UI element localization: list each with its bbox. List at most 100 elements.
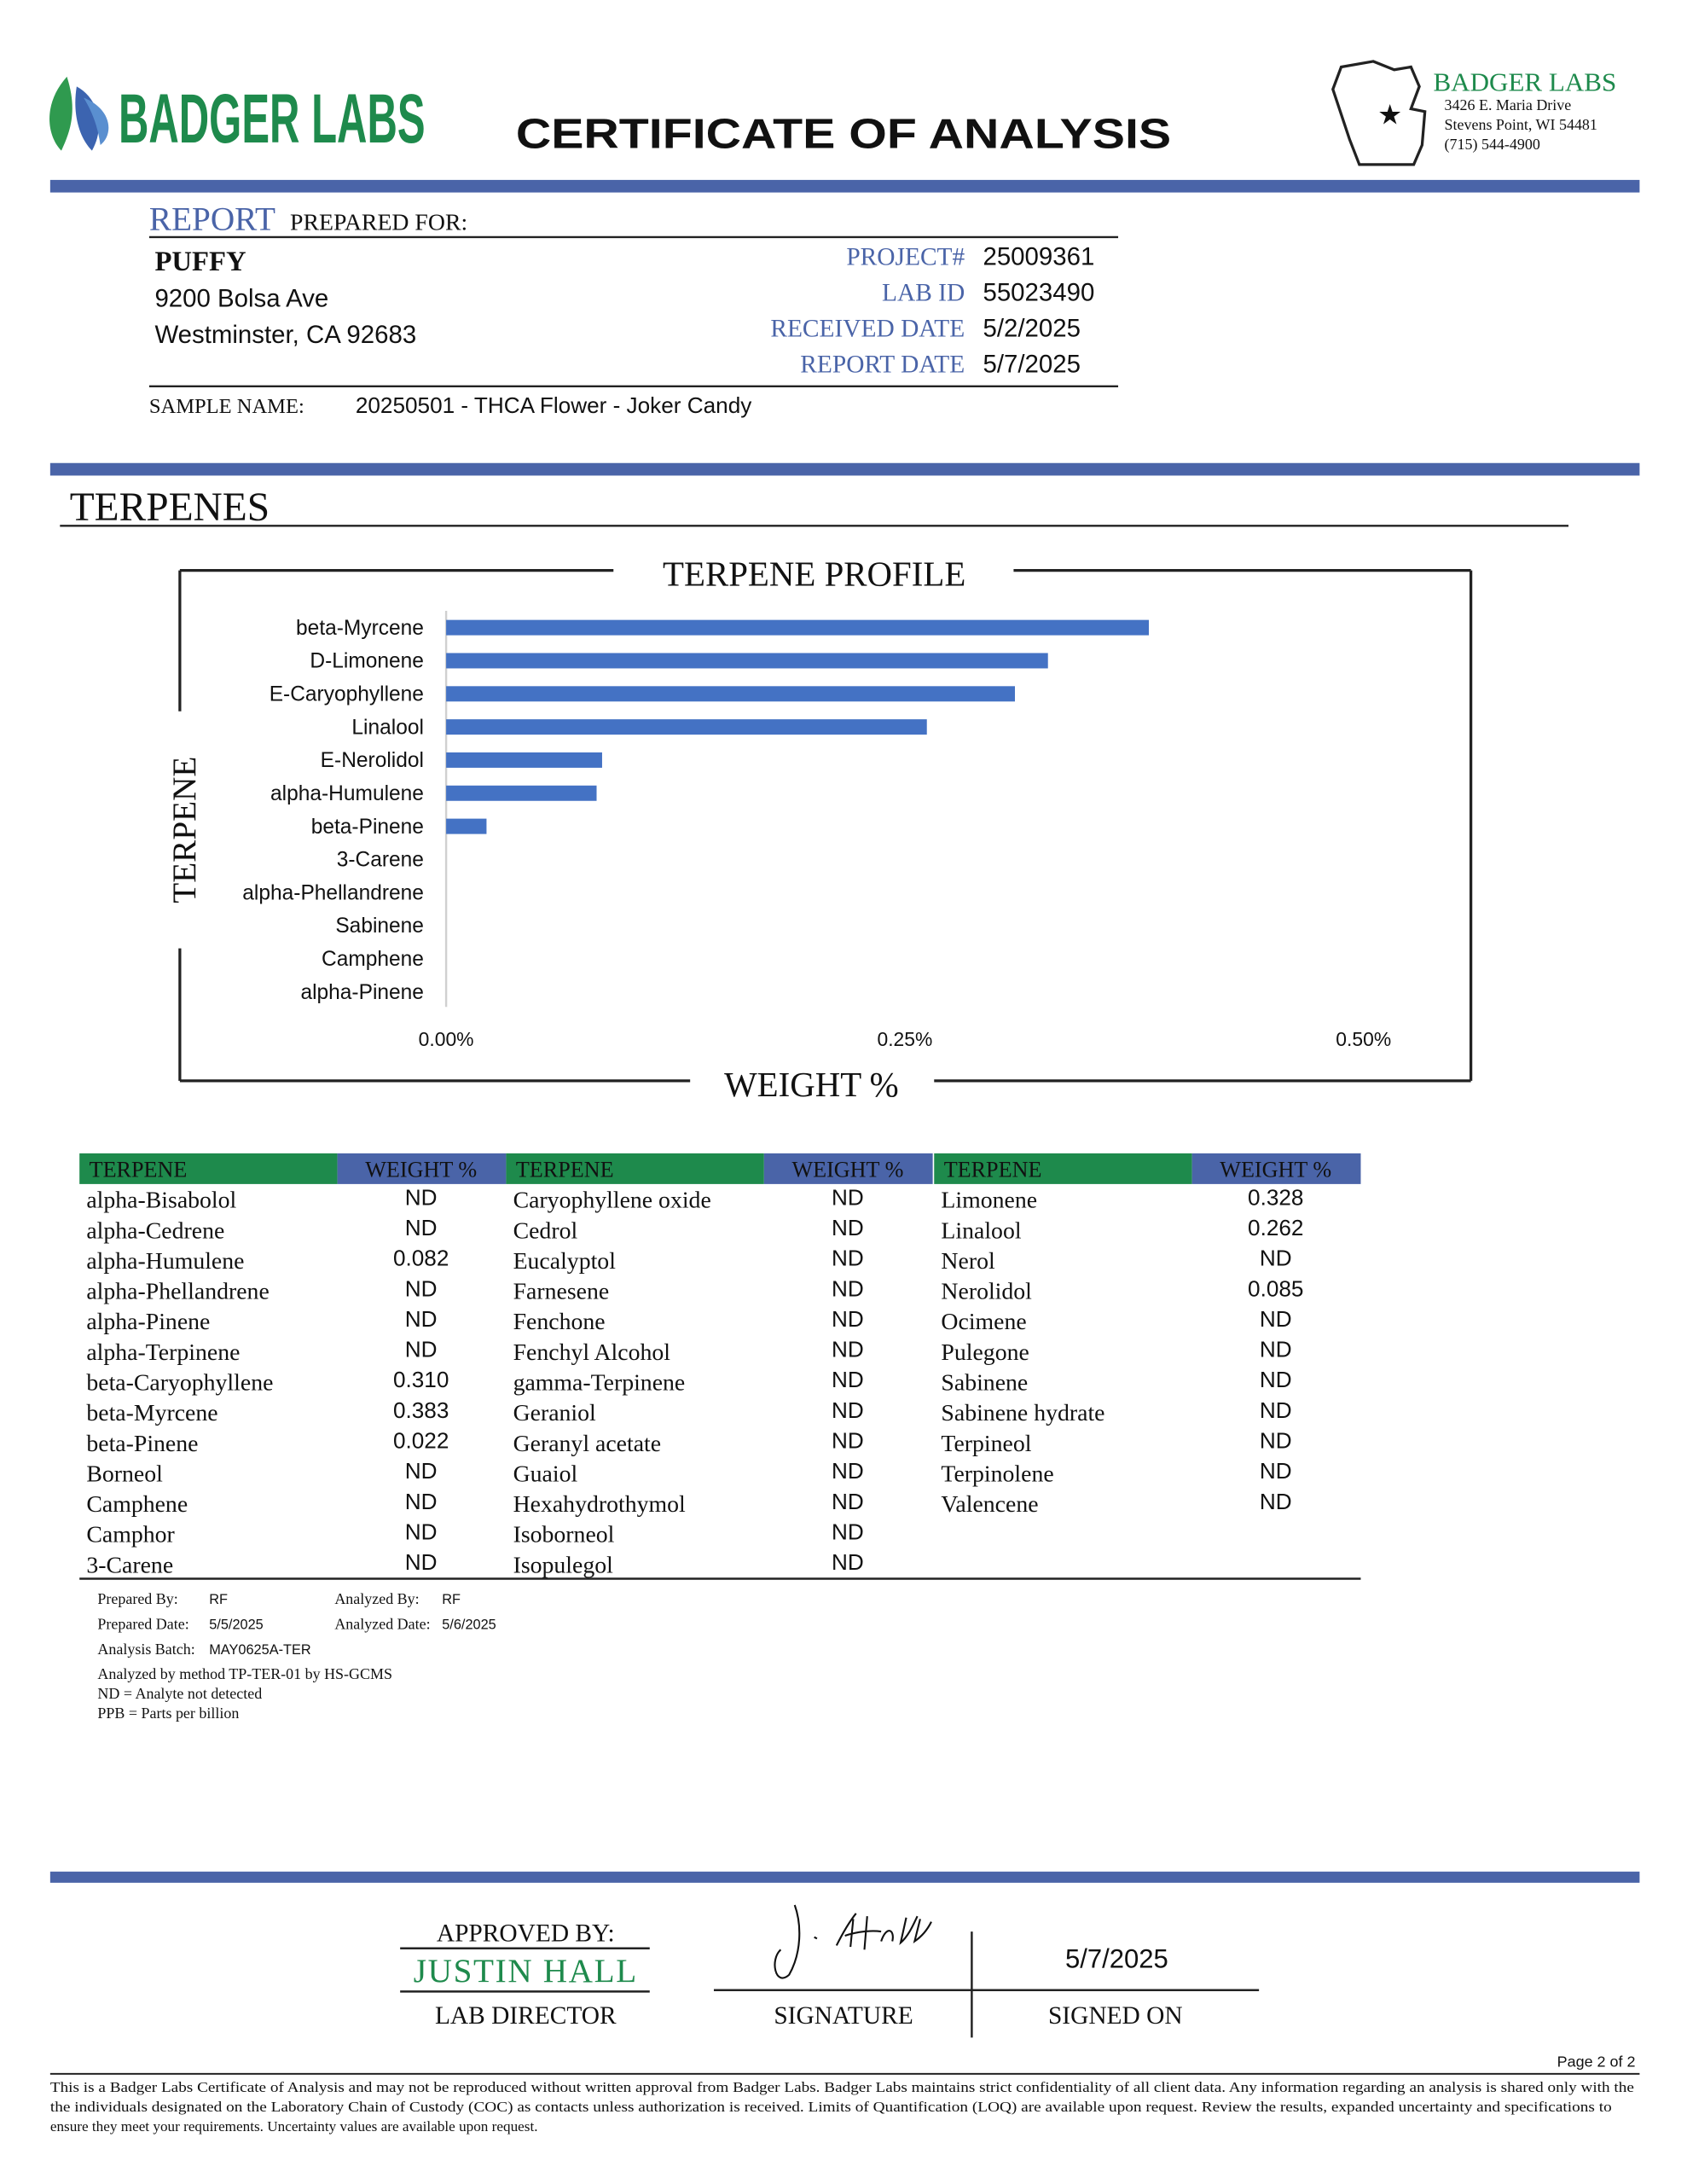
y-tick-label: beta-Pinene	[311, 816, 424, 839]
y-tick-label: beta-Myrcene	[296, 617, 424, 640]
terpene-weight: ND	[832, 1549, 864, 1575]
x-tick-label: 0.00%	[419, 1028, 474, 1050]
note: PPB = Parts per billion	[97, 1705, 239, 1722]
value: RF	[442, 1592, 461, 1607]
y-tick-label: alpha-Humulene	[270, 782, 424, 805]
y-tick-label: Linalool	[351, 716, 424, 739]
logo-text: BADGER LABS	[119, 80, 426, 158]
field-label: RECEIVED DATE	[770, 316, 965, 343]
x-axis-label: WEIGHT %	[724, 1066, 899, 1104]
terpene-name: Fenchyl Alcohol	[513, 1339, 671, 1366]
signed-date: 5/7/2025	[1065, 1944, 1168, 1974]
label: Prepared By:	[97, 1590, 177, 1607]
header-text: TERPENE	[90, 1158, 188, 1182]
terpene-name: Ocimene	[941, 1309, 1026, 1335]
terpene-weight: 0.085	[1248, 1275, 1303, 1301]
divider-bar	[49, 1871, 1640, 1883]
terpene-name: alpha-Phellandrene	[86, 1279, 269, 1305]
terpene-weight: ND	[1260, 1489, 1292, 1514]
header-text: WEIGHT %	[365, 1158, 477, 1182]
terpene-weight: ND	[832, 1306, 864, 1332]
note: Analyzed by method TP-TER-01 by HS-GCMS	[97, 1665, 392, 1682]
label: Analyzed By:	[334, 1590, 419, 1607]
chart-title: TERPENE PROFILE	[663, 555, 965, 594]
terpene-weight: ND	[1260, 1306, 1292, 1332]
field-label: REPORT DATE	[800, 351, 965, 379]
terpene-weight: ND	[405, 1489, 438, 1514]
terpene-name: Sabinene	[941, 1370, 1028, 1397]
approver-name: JUSTIN HALL	[414, 1953, 638, 1989]
value: 5/6/2025	[442, 1617, 496, 1632]
header-text: WEIGHT %	[791, 1158, 903, 1182]
terpene-weight: ND	[1260, 1246, 1292, 1271]
lab-address: (715) 544-4900	[1445, 136, 1540, 154]
y-tick-label: 3-Carene	[337, 849, 424, 872]
terpene-weight: ND	[1260, 1458, 1292, 1484]
terpene-weight: 0.328	[1248, 1184, 1303, 1210]
value: RF	[209, 1592, 228, 1607]
terpene-name: alpha-Bisabolol	[86, 1188, 236, 1214]
report-label: REPORT	[149, 201, 275, 238]
bar	[446, 752, 602, 768]
terpene-name: beta-Pinene	[86, 1431, 198, 1457]
terpene-name: Fenchone	[513, 1309, 606, 1335]
terpene-weight: ND	[832, 1337, 864, 1362]
report-label-rest: PREPARED FOR:	[290, 210, 467, 236]
header-cell	[337, 1153, 507, 1184]
report-fields: PROJECT# 25009361 LAB ID 55023490 RECEIVED D…	[770, 243, 1094, 379]
field-value: 5/2/2025	[983, 315, 1080, 343]
section-title: TERPENES	[70, 485, 270, 530]
terpene-weight: ND	[832, 1458, 864, 1484]
terpene-name: Isopulegol	[513, 1552, 614, 1578]
client-name: PUFFY	[154, 247, 246, 277]
terpene-weight: ND	[832, 1428, 864, 1454]
terpene-name: Camphor	[86, 1522, 174, 1548]
terpene-name: Geranyl acetate	[513, 1431, 662, 1457]
field-value: 25009361	[983, 243, 1094, 271]
terpene-name: Isoborneol	[513, 1522, 615, 1548]
approved-label: APPROVED BY:	[437, 1920, 615, 1948]
terpene-name: beta-Myrcene	[86, 1400, 217, 1426]
terpene-weight: 0.082	[393, 1246, 449, 1271]
terpene-name: Nerol	[941, 1248, 995, 1275]
terpene-name: Farnesene	[513, 1279, 610, 1305]
disclaimer: This is a Badger Labs Certificate of Ana…	[50, 2079, 1634, 2095]
terpene-weight: 0.022	[393, 1428, 449, 1454]
disclaimer: ensure they meet your requirements. Unce…	[50, 2118, 538, 2135]
document-title: CERTIFICATE OF ANALYSIS	[516, 111, 1171, 157]
terpene-name: Terpinolene	[941, 1461, 1053, 1487]
bar	[446, 653, 1048, 669]
state-outline	[1331, 60, 1427, 166]
page-number: Page 2 of 2	[1557, 2053, 1636, 2071]
header-text: WEIGHT %	[1220, 1158, 1331, 1182]
y-tick-label: D-Limonene	[310, 650, 424, 673]
terpene-weight: ND	[405, 1306, 438, 1332]
terpene-name: Valencene	[941, 1491, 1038, 1518]
bar	[446, 619, 1150, 636]
divider-bar	[49, 179, 1640, 193]
bar	[446, 686, 1016, 702]
terpene-weight: 0.310	[393, 1367, 449, 1392]
terpene-name: gamma-Terpinene	[513, 1370, 686, 1397]
y-tick-label: E-Caryophyllene	[270, 682, 424, 706]
lab-address: Stevens Point, WI 54481	[1445, 116, 1597, 133]
y-axis-label: TERPENE	[166, 757, 203, 903]
terpene-name: alpha-Terpinene	[86, 1339, 240, 1366]
terpene-weight: ND	[405, 1337, 438, 1362]
label: Analysis Batch:	[97, 1641, 194, 1658]
terpene-weight: ND	[832, 1397, 864, 1423]
label: Prepared Date:	[97, 1615, 188, 1632]
x-tick-label: 0.50%	[1336, 1028, 1391, 1050]
bar	[446, 818, 487, 834]
terpene-name: alpha-Humulene	[86, 1248, 244, 1275]
header-cell	[763, 1153, 933, 1184]
sample-label: SAMPLE NAME:	[149, 395, 304, 418]
header-cell	[79, 1153, 338, 1184]
header-text: TERPENE	[944, 1158, 1042, 1182]
client-address: Westminster, CA 92683	[154, 321, 416, 349]
terpene-name: 3-Carene	[86, 1552, 173, 1578]
